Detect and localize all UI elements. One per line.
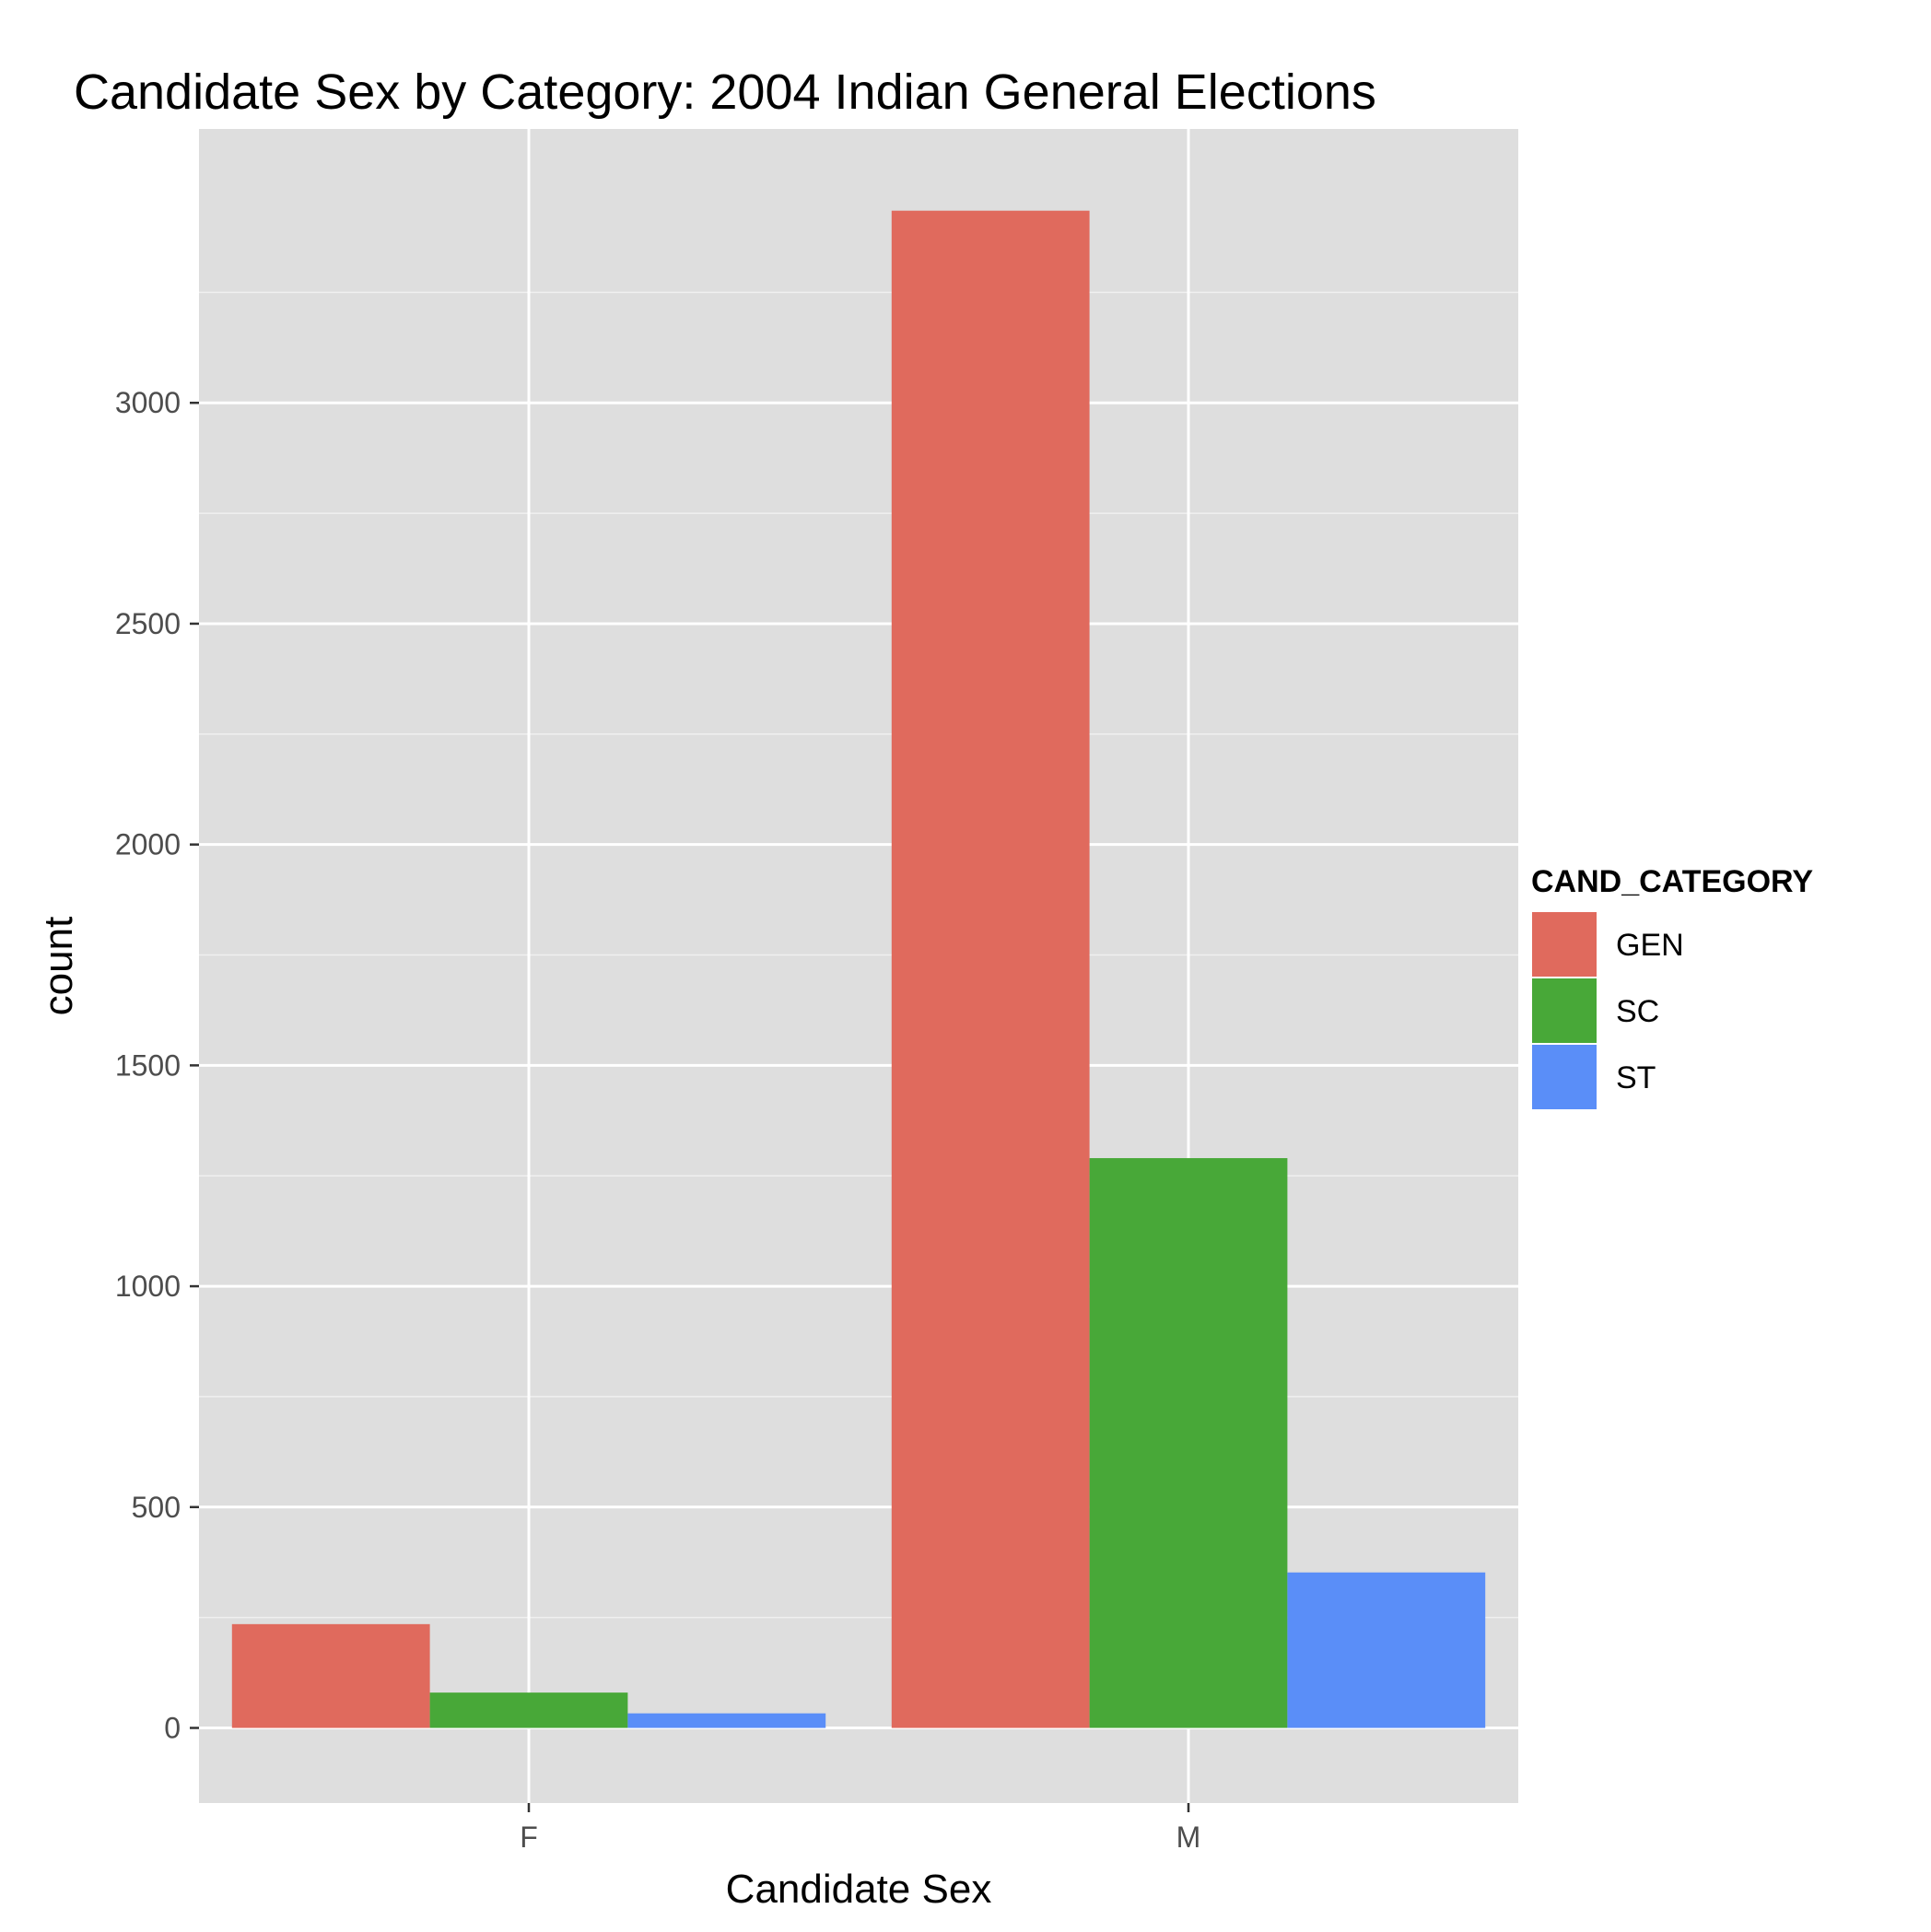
bar-F-SC [429, 1692, 628, 1728]
legend-label-GEN: GEN [1616, 928, 1684, 963]
x-axis-title: Candidate Sex [726, 1867, 992, 1912]
grid-minor [199, 291, 1518, 1619]
legend-key-GEN [1530, 910, 1598, 978]
legend-items: GEN SC ST [1530, 910, 1684, 1111]
bar-M-GEN [891, 210, 1090, 1728]
legend-key-ST [1530, 1043, 1598, 1111]
bar-M-SC [1089, 1158, 1288, 1728]
legend-label-ST: ST [1616, 1060, 1656, 1095]
chart-title: Candidate Sex by Category: 2004 Indian G… [74, 64, 1376, 120]
bar-F-ST [627, 1713, 826, 1728]
grid-major [199, 129, 1518, 1803]
y-tick-label: 2000 [115, 828, 181, 861]
bar-M-ST [1287, 1572, 1486, 1728]
legend: CAND_CATEGORY GEN SC ST [1518, 844, 1905, 1135]
y-tick-label: 500 [132, 1491, 181, 1524]
plot-panel [199, 129, 1518, 1803]
legend-title: CAND_CATEGORY [1531, 864, 1813, 899]
x-tick-label: F [520, 1821, 538, 1854]
y-tick-label: 2500 [115, 607, 181, 640]
y-axis-title: count [36, 917, 81, 1016]
bar-F-GEN [231, 1623, 430, 1728]
y-tick-label: 0 [164, 1711, 181, 1744]
y-axis: 0 500 1000 1500 2000 2500 3000 [115, 386, 199, 1744]
y-tick-label: 1500 [115, 1048, 181, 1082]
y-tick-label: 3000 [115, 386, 181, 419]
legend-key-SC [1530, 977, 1598, 1045]
x-tick-label: M [1176, 1821, 1201, 1854]
legend-label-SC: SC [1616, 994, 1659, 1029]
bars [231, 210, 1486, 1728]
y-tick-label: 1000 [115, 1270, 181, 1303]
